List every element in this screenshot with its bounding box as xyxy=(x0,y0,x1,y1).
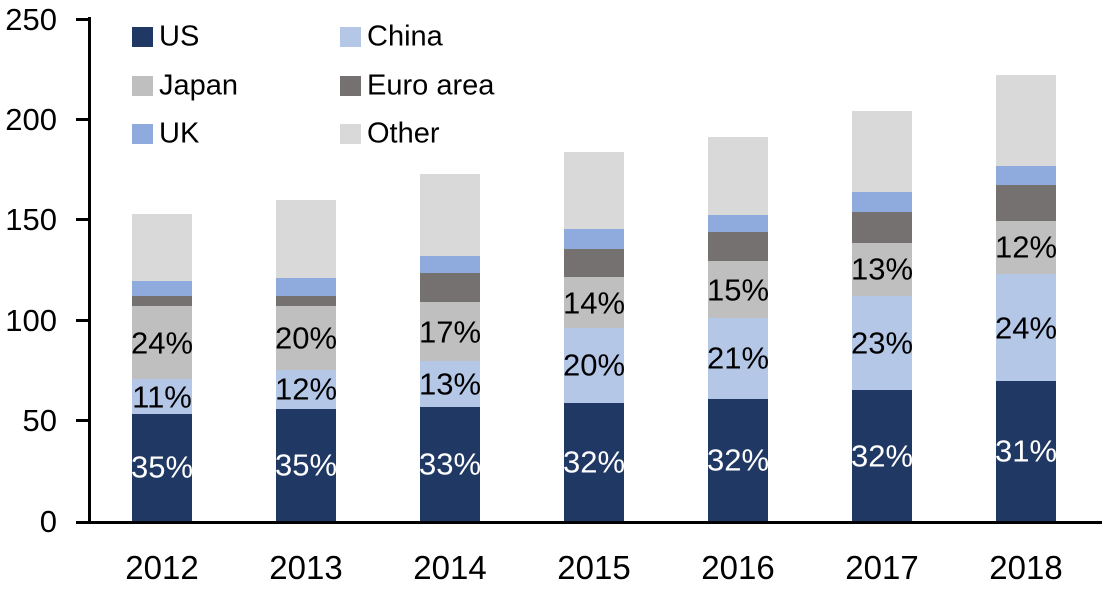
x-axis-label-2017: 2017 xyxy=(845,549,919,586)
bar-segment-uk-2014 xyxy=(420,255,480,273)
legend-label-other: Other xyxy=(367,117,440,150)
bar-segment-us-2017 xyxy=(852,390,912,521)
bar-segment-other-2015 xyxy=(564,151,624,229)
y-axis-tick-label: 0 xyxy=(39,503,57,539)
bar-segment-japan-2013 xyxy=(276,306,336,371)
bar-segment-us-2014 xyxy=(420,406,480,521)
y-axis-tick-label: 100 xyxy=(5,302,57,338)
bar-segment-japan-2018 xyxy=(996,220,1056,274)
y-axis-tick xyxy=(76,218,88,222)
bar-segment-other-2017 xyxy=(852,111,912,192)
bar-segment-euro-area-2016 xyxy=(708,231,768,261)
bar-segment-china-2013 xyxy=(276,370,336,409)
x-axis-label-2018: 2018 xyxy=(989,549,1063,586)
bar-label-japan-2017: 13% xyxy=(850,251,914,287)
bar-label-china-2014: 13% xyxy=(418,366,482,402)
bar-segment-japan-2017 xyxy=(852,242,912,297)
bar-segment-us-2018 xyxy=(996,381,1056,521)
bar-label-us-2016: 32% xyxy=(706,442,770,478)
x-axis-label-2015: 2015 xyxy=(557,549,631,586)
bar-label-japan-2012: 24% xyxy=(130,325,194,361)
y-axis-tick xyxy=(76,318,88,322)
bar-segment-other-2018 xyxy=(996,75,1056,166)
bar-segment-japan-2012 xyxy=(132,306,192,380)
bar-label-china-2015: 20% xyxy=(562,347,626,383)
bar-segment-china-2015 xyxy=(564,328,624,403)
legend-swatch-china xyxy=(340,27,361,47)
bar-segment-euro-area-2015 xyxy=(564,248,624,278)
y-axis-tick xyxy=(76,17,88,21)
legend-swatch-uk xyxy=(132,124,153,144)
legend-swatch-euro-area xyxy=(340,76,361,96)
bar-segment-other-2014 xyxy=(420,173,480,256)
bar-label-china-2013: 12% xyxy=(274,371,338,407)
bar-label-us-2014: 33% xyxy=(418,446,482,482)
legend-label-china: China xyxy=(367,20,443,53)
x-axis-line xyxy=(76,521,1102,524)
bar-label-china-2017: 23% xyxy=(850,325,914,361)
bar-segment-uk-2016 xyxy=(708,214,768,232)
bar-segment-china-2018 xyxy=(996,274,1056,382)
legend-label-euro-area: Euro area xyxy=(367,69,495,102)
bar-segment-us-2013 xyxy=(276,408,336,521)
bar-segment-euro-area-2017 xyxy=(852,211,912,243)
bar-label-us-2018: 31% xyxy=(994,433,1058,469)
y-axis-tick-label: 150 xyxy=(5,202,57,238)
bar-segment-japan-2015 xyxy=(564,277,624,329)
legend-swatch-us xyxy=(132,27,153,47)
bar-label-japan-2014: 17% xyxy=(418,314,482,350)
bar-label-us-2017: 32% xyxy=(850,438,914,474)
x-axis-label-2013: 2013 xyxy=(269,549,343,586)
bar-segment-china-2014 xyxy=(420,361,480,407)
y-axis-tick-label: 200 xyxy=(5,101,57,137)
bar-segment-uk-2015 xyxy=(564,228,624,249)
bar-label-japan-2015: 14% xyxy=(562,285,626,321)
bar-segment-other-2012 xyxy=(132,213,192,282)
x-axis-label-2012: 2012 xyxy=(125,549,199,586)
bar-segment-uk-2012 xyxy=(132,281,192,297)
y-axis-tick-label: 250 xyxy=(5,1,57,37)
bar-segment-uk-2017 xyxy=(852,191,912,212)
bar-segment-china-2012 xyxy=(132,379,192,414)
legend-label-uk: UK xyxy=(159,117,200,150)
bar-segment-uk-2018 xyxy=(996,165,1056,185)
y-axis-tick xyxy=(76,117,88,121)
legend-label-japan: Japan xyxy=(159,69,239,102)
bar-segment-euro-area-2014 xyxy=(420,273,480,303)
x-axis-label-2014: 2014 xyxy=(413,549,487,586)
x-axis-label-2016: 2016 xyxy=(701,549,775,586)
bar-label-japan-2013: 20% xyxy=(274,320,338,356)
legend-label-us: US xyxy=(159,20,200,53)
bar-label-us-2012: 35% xyxy=(130,449,194,485)
bar-segment-japan-2014 xyxy=(420,302,480,362)
bar-segment-china-2017 xyxy=(852,296,912,391)
bar-label-japan-2016: 15% xyxy=(706,272,770,308)
bar-label-us-2013: 35% xyxy=(274,447,338,483)
bar-label-china-2012: 11% xyxy=(132,379,192,414)
bar-label-china-2016: 21% xyxy=(706,340,770,376)
bar-segment-euro-area-2018 xyxy=(996,184,1056,221)
bar-segment-us-2015 xyxy=(564,402,624,521)
bar-segment-us-2016 xyxy=(708,398,768,521)
y-axis-tick-label: 50 xyxy=(22,403,57,439)
bar-segment-china-2016 xyxy=(708,318,768,399)
bar-segment-other-2016 xyxy=(708,137,768,215)
bar-label-us-2015: 32% xyxy=(562,444,626,480)
bar-segment-euro-area-2013 xyxy=(276,296,336,307)
bar-segment-japan-2016 xyxy=(708,260,768,319)
bar-segment-other-2013 xyxy=(276,199,336,279)
legend-swatch-other xyxy=(340,124,361,144)
bar-segment-uk-2013 xyxy=(276,278,336,297)
bar-label-china-2018: 24% xyxy=(994,310,1058,346)
y-axis-tick xyxy=(76,419,88,423)
y-axis-line xyxy=(88,17,91,524)
bar-segment-euro-area-2012 xyxy=(132,296,192,307)
bar-segment-us-2012 xyxy=(132,413,192,521)
bar-label-japan-2018: 12% xyxy=(994,229,1058,265)
legend-swatch-japan xyxy=(132,76,153,96)
